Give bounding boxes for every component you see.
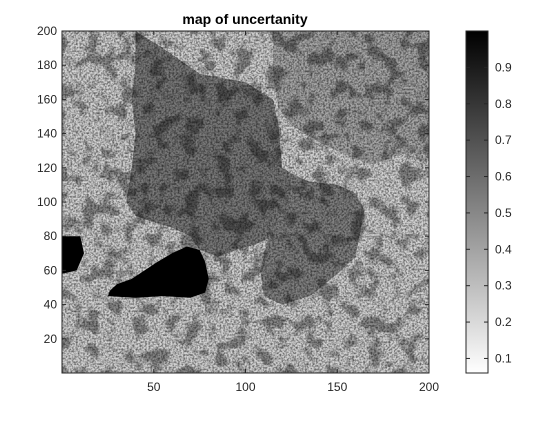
x-tick-label: 200: [419, 380, 439, 394]
y-tick-label: 20: [44, 332, 58, 346]
y-tick-label: 200: [37, 24, 57, 38]
y-tick-label: 160: [37, 92, 57, 106]
x-tick-label: 50: [147, 380, 161, 394]
colorbar-tick-label: 0.1: [495, 351, 512, 365]
plot-area: [62, 31, 429, 373]
y-tick-label: 140: [37, 127, 57, 141]
colorbar-tick-label: 0.9: [495, 60, 512, 74]
colorbar-tick-label: 0.7: [495, 133, 512, 147]
chart-title: map of uncertanity: [182, 11, 307, 27]
x-tick-label: 150: [327, 380, 347, 394]
colorbar-tick-label: 0.8: [495, 97, 512, 111]
colorbar-tick-label: 0.6: [495, 170, 512, 184]
colorbar-ticks: 0.1 0.2 0.3 0.4 0.5 0.6 0.7 0.8 0.9: [466, 60, 512, 365]
colorbar-tick-label: 0.2: [495, 315, 512, 329]
colorbar-tick-label: 0.3: [495, 279, 512, 293]
colorbar: 0.1 0.2 0.3 0.4 0.5 0.6 0.7 0.8 0.9: [465, 30, 512, 374]
y-tick-label: 40: [44, 298, 58, 312]
y-tick-label: 120: [37, 161, 57, 175]
x-axis: 50 100 150 200: [147, 31, 439, 394]
y-tick-label: 80: [44, 229, 58, 243]
y-tick-label: 60: [44, 263, 58, 277]
colorbar-gradient: [466, 31, 488, 373]
y-tick-label: 180: [37, 58, 57, 72]
x-tick-label: 100: [235, 380, 255, 394]
colorbar-tick-label: 0.5: [495, 206, 512, 220]
y-axis: 20 40 60 80 100 120 140 160 180 200: [37, 24, 429, 346]
y-tick-label: 100: [37, 195, 57, 209]
colorbar-frame: [465, 30, 489, 374]
colorbar-tick-label: 0.4: [495, 242, 512, 256]
heatmap-noise-texture: [62, 31, 429, 373]
